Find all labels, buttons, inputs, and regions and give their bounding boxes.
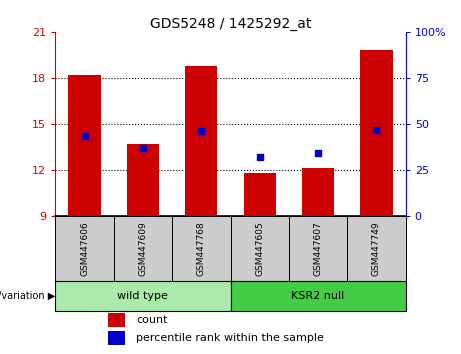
Bar <box>108 313 125 327</box>
Point <box>139 145 147 151</box>
Text: percentile rank within the sample: percentile rank within the sample <box>136 333 324 343</box>
Text: KSR2 null: KSR2 null <box>291 291 345 301</box>
Bar <box>230 216 289 281</box>
Point <box>256 154 263 160</box>
Bar <box>361 50 393 216</box>
Bar <box>302 168 334 216</box>
Bar <box>55 216 114 281</box>
Text: GSM447607: GSM447607 <box>313 221 323 276</box>
Title: GDS5248 / 1425292_at: GDS5248 / 1425292_at <box>150 17 311 31</box>
Bar <box>108 331 125 345</box>
Text: GSM447609: GSM447609 <box>138 221 148 276</box>
Point <box>373 127 380 133</box>
Text: GSM447768: GSM447768 <box>197 221 206 276</box>
Bar <box>127 144 159 216</box>
Text: GSM447749: GSM447749 <box>372 221 381 276</box>
Bar <box>243 173 276 216</box>
Bar <box>230 281 406 311</box>
Point <box>198 128 205 133</box>
Point <box>81 133 88 139</box>
Text: count: count <box>136 315 167 325</box>
Point <box>314 150 322 156</box>
Text: GSM447606: GSM447606 <box>80 221 89 276</box>
Text: GSM447605: GSM447605 <box>255 221 264 276</box>
Bar <box>289 216 347 281</box>
Bar <box>172 216 230 281</box>
Bar <box>347 216 406 281</box>
Text: genotype/variation ▶: genotype/variation ▶ <box>0 291 55 301</box>
Bar <box>185 65 218 216</box>
Text: wild type: wild type <box>118 291 168 301</box>
Bar <box>55 281 230 311</box>
Bar <box>69 75 100 216</box>
Bar <box>114 216 172 281</box>
